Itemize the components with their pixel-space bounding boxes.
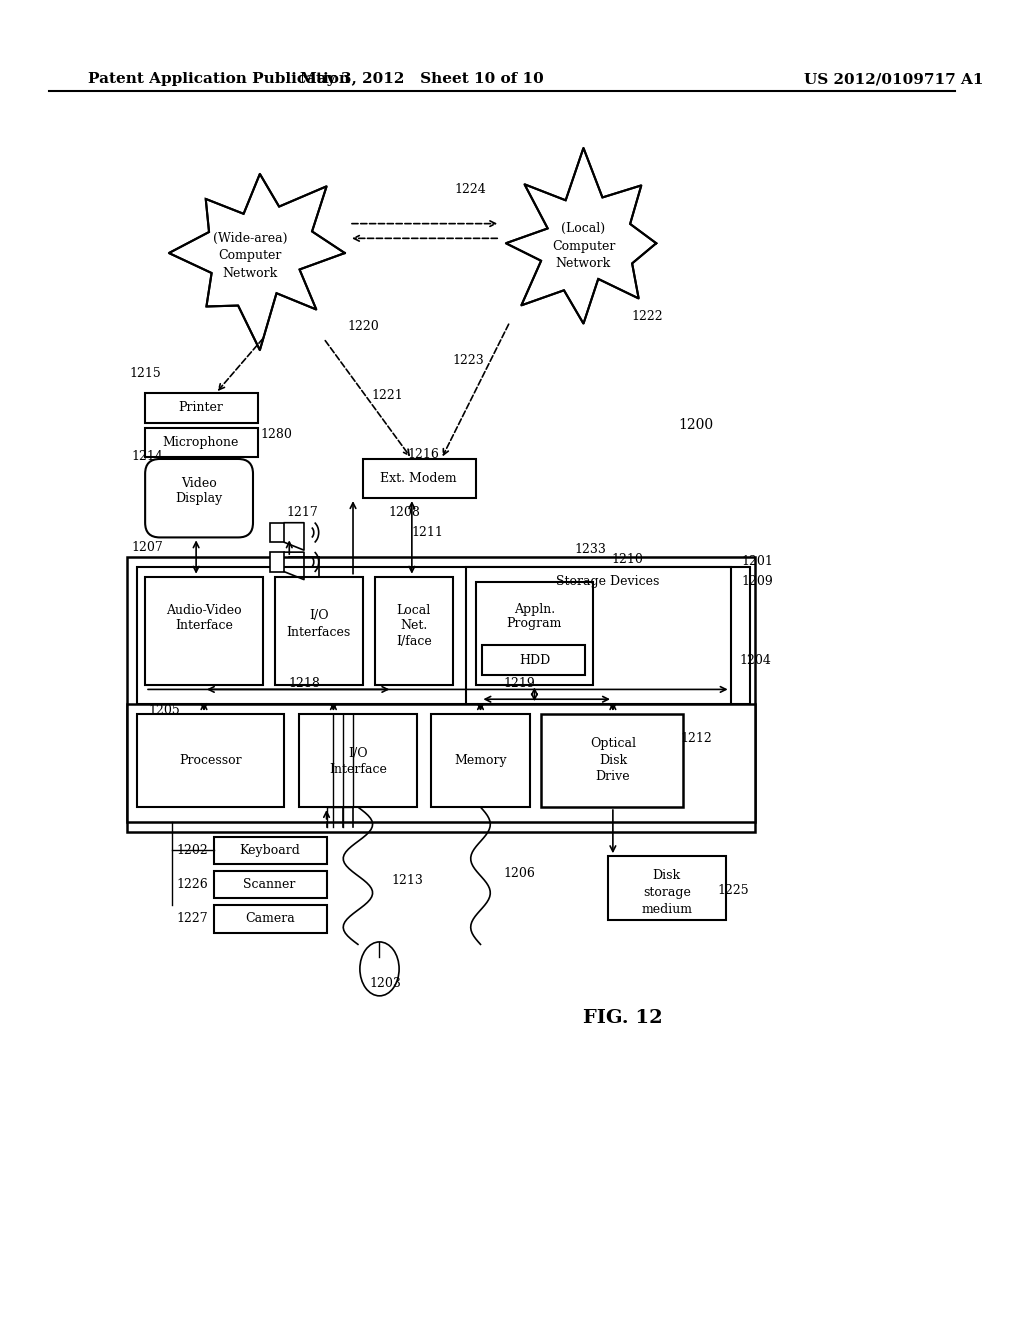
Ellipse shape xyxy=(359,942,399,995)
Text: Disk: Disk xyxy=(599,754,627,767)
FancyBboxPatch shape xyxy=(482,645,586,675)
FancyBboxPatch shape xyxy=(145,577,263,685)
Text: Processor: Processor xyxy=(179,754,242,767)
Text: 1214: 1214 xyxy=(131,450,163,462)
Text: Display: Display xyxy=(175,492,222,504)
FancyBboxPatch shape xyxy=(214,871,327,899)
Text: 1280: 1280 xyxy=(260,428,293,441)
Text: Local: Local xyxy=(396,605,431,618)
Text: (Wide-area): (Wide-area) xyxy=(213,232,288,244)
Text: Network: Network xyxy=(222,267,278,280)
Text: 1221: 1221 xyxy=(372,388,403,401)
Text: Ext. Modem: Ext. Modem xyxy=(380,473,457,484)
FancyBboxPatch shape xyxy=(542,714,683,807)
Text: Interfaces: Interfaces xyxy=(287,626,351,639)
Text: US 2012/0109717 A1: US 2012/0109717 A1 xyxy=(804,73,984,87)
Polygon shape xyxy=(506,148,656,323)
Text: Computer: Computer xyxy=(552,240,615,252)
Text: Net.: Net. xyxy=(400,619,427,632)
FancyBboxPatch shape xyxy=(475,582,593,685)
Text: Memory: Memory xyxy=(455,754,507,767)
Text: 1200: 1200 xyxy=(679,417,714,432)
Text: 1202: 1202 xyxy=(176,843,208,857)
Text: 1204: 1204 xyxy=(739,653,771,667)
FancyBboxPatch shape xyxy=(127,557,755,832)
Text: Program: Program xyxy=(507,618,562,630)
Text: 1225: 1225 xyxy=(718,884,750,898)
Text: 1217: 1217 xyxy=(286,507,317,519)
Text: 1208: 1208 xyxy=(388,507,420,519)
Text: Drive: Drive xyxy=(596,770,630,783)
Text: Optical: Optical xyxy=(590,737,636,750)
Text: 1209: 1209 xyxy=(741,576,773,587)
Text: May 3, 2012   Sheet 10 of 10: May 3, 2012 Sheet 10 of 10 xyxy=(300,73,544,87)
FancyBboxPatch shape xyxy=(362,459,475,498)
FancyBboxPatch shape xyxy=(608,857,726,920)
Text: Interface: Interface xyxy=(175,619,232,632)
Text: Appln.: Appln. xyxy=(514,602,555,615)
Text: 1222: 1222 xyxy=(632,310,663,323)
Text: FIG. 12: FIG. 12 xyxy=(583,1008,663,1027)
Text: 1205: 1205 xyxy=(148,705,180,718)
FancyBboxPatch shape xyxy=(375,577,453,685)
FancyBboxPatch shape xyxy=(431,714,529,807)
Text: 1219: 1219 xyxy=(504,677,536,690)
Text: 1224: 1224 xyxy=(455,182,486,195)
Text: 1210: 1210 xyxy=(611,553,643,566)
Text: (Local): (Local) xyxy=(561,222,605,235)
FancyBboxPatch shape xyxy=(145,459,253,537)
Text: 1215: 1215 xyxy=(129,367,161,380)
Text: I/O: I/O xyxy=(309,610,329,622)
Text: Keyboard: Keyboard xyxy=(240,843,300,857)
Text: 1233: 1233 xyxy=(574,543,606,556)
Text: storage: storage xyxy=(643,886,691,899)
Text: 1203: 1203 xyxy=(370,977,401,990)
Text: HDD: HDD xyxy=(519,653,550,667)
FancyBboxPatch shape xyxy=(145,428,258,457)
Text: Scanner: Scanner xyxy=(244,878,296,891)
Text: Network: Network xyxy=(556,257,611,271)
Text: Computer: Computer xyxy=(218,249,282,263)
Text: Disk: Disk xyxy=(652,870,681,882)
FancyBboxPatch shape xyxy=(299,714,417,807)
FancyBboxPatch shape xyxy=(137,714,285,807)
FancyBboxPatch shape xyxy=(466,566,730,704)
Text: Interface: Interface xyxy=(329,763,387,776)
Text: Audio-Video: Audio-Video xyxy=(166,605,242,618)
Text: 1220: 1220 xyxy=(347,319,379,333)
Text: Patent Application Publication: Patent Application Publication xyxy=(88,73,350,87)
Text: 1211: 1211 xyxy=(412,527,443,539)
Text: 1201: 1201 xyxy=(741,556,773,569)
FancyBboxPatch shape xyxy=(269,552,285,572)
Polygon shape xyxy=(169,174,345,350)
FancyBboxPatch shape xyxy=(145,393,258,422)
Text: Storage Devices: Storage Devices xyxy=(556,576,659,587)
Text: 1227: 1227 xyxy=(176,912,208,925)
Text: I/O: I/O xyxy=(348,747,368,759)
FancyBboxPatch shape xyxy=(274,577,362,685)
FancyBboxPatch shape xyxy=(127,704,755,822)
Text: 1212: 1212 xyxy=(680,733,712,744)
FancyBboxPatch shape xyxy=(214,906,327,933)
Text: Printer: Printer xyxy=(178,401,223,414)
Text: I/face: I/face xyxy=(396,635,432,648)
Text: 1226: 1226 xyxy=(176,878,208,891)
Text: Microphone: Microphone xyxy=(163,436,240,449)
Text: medium: medium xyxy=(641,903,692,916)
Text: 1213: 1213 xyxy=(391,874,423,887)
Text: 1223: 1223 xyxy=(453,354,484,367)
FancyBboxPatch shape xyxy=(269,523,285,543)
FancyBboxPatch shape xyxy=(214,837,327,865)
Text: 1216: 1216 xyxy=(408,447,439,461)
Text: 1218: 1218 xyxy=(288,677,319,690)
Text: Camera: Camera xyxy=(245,912,295,925)
Text: 1206: 1206 xyxy=(504,867,536,880)
Text: 1207: 1207 xyxy=(131,541,163,553)
FancyBboxPatch shape xyxy=(137,566,751,704)
Text: Video: Video xyxy=(181,477,217,490)
